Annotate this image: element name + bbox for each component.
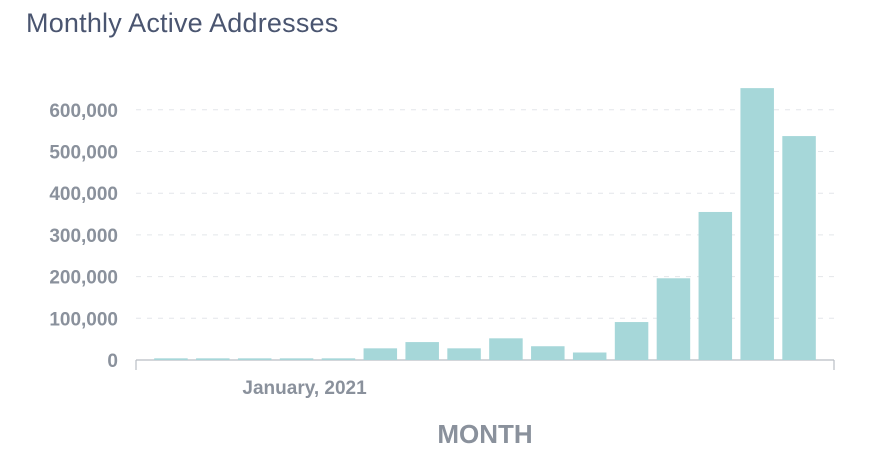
y-tick-label: 0 <box>107 351 118 372</box>
bar[interactable] <box>154 358 188 360</box>
y-tick-label: 600,000 <box>49 101 118 122</box>
bar[interactable] <box>698 211 733 360</box>
y-tick-label: 300,000 <box>49 226 118 247</box>
bar[interactable] <box>196 358 230 360</box>
y-tick-label: 400,000 <box>49 184 118 205</box>
bar[interactable] <box>572 352 607 360</box>
bar[interactable] <box>237 358 272 360</box>
bar[interactable] <box>321 358 356 360</box>
chart-title: Monthly Active Addresses <box>26 8 339 38</box>
bar[interactable] <box>447 348 481 360</box>
bar[interactable] <box>405 342 439 360</box>
bar[interactable] <box>614 322 649 360</box>
y-tick-label: 200,000 <box>49 268 118 289</box>
x-axis-title: MONTH <box>437 419 532 449</box>
bar[interactable] <box>531 346 565 360</box>
bar[interactable] <box>782 136 816 360</box>
y-axis-ticks: 0 100,000 200,000 300,000 400,000 500,000 600,… <box>49 101 118 372</box>
y-tick-label: 100,000 <box>49 309 118 330</box>
bar[interactable] <box>363 348 398 360</box>
bar[interactable] <box>279 358 314 360</box>
bar[interactable] <box>656 278 691 360</box>
bar[interactable] <box>740 88 774 360</box>
bar[interactable] <box>489 338 523 360</box>
bars-layer <box>154 88 816 360</box>
x-tick-label: January, 2021 <box>242 378 367 399</box>
y-tick-label: 500,000 <box>49 143 118 164</box>
